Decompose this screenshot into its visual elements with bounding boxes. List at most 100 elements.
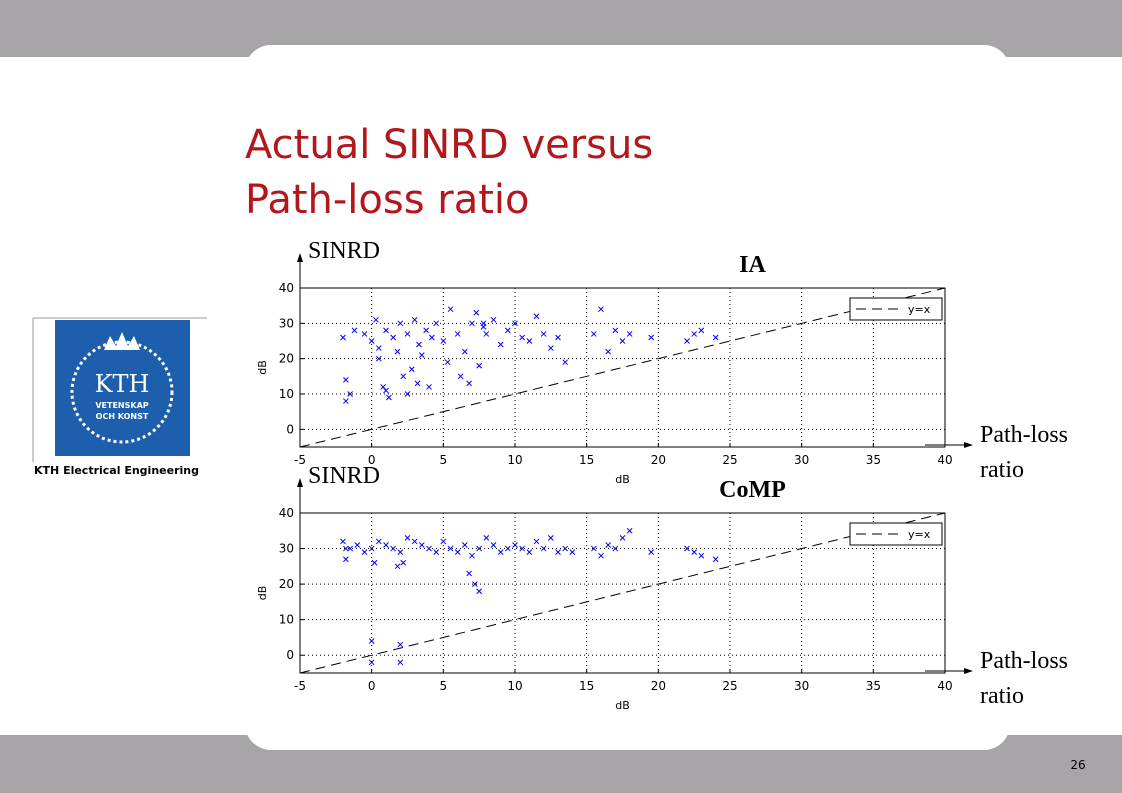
y-tick-label: 40 [279,506,294,520]
x-arrow-label: ratio [980,683,1024,709]
x-tick-label: 5 [440,453,448,467]
x-tick-label: -5 [294,453,306,467]
scatter-point [373,316,379,323]
x-tick-label: 5 [440,679,448,693]
scatter-point [375,538,382,545]
scatter-point [469,552,475,559]
scatter-point [343,545,349,552]
scatter-point [343,377,349,383]
x-tick-label: 40 [937,679,952,693]
y-axis-label: dB [256,586,269,601]
scatter-point [483,535,490,541]
scatter-point [394,563,401,570]
scatter-point [712,556,719,563]
slide-title: Path-loss ratio [245,177,530,223]
scatter-point [612,545,619,552]
scatter-point [461,542,468,548]
x-tick-label: 35 [866,679,881,693]
y-tick-label: 10 [279,613,294,627]
scatter-point [397,320,404,327]
scatter-point [547,345,554,351]
arrow-head [297,253,303,262]
x-tick-label: 0 [368,679,376,693]
y-tick-label: 0 [286,648,294,662]
scatter-point [519,334,526,341]
scatter-point [533,313,540,320]
scatter-point [497,341,504,348]
scatter-point [698,552,705,559]
scatter-point [433,320,440,327]
scatter-point [397,659,404,666]
scatter-point [626,527,633,534]
scatter-point [648,334,655,341]
y-arrow-label: SINRD [308,238,380,264]
x-tick-label: 30 [794,453,809,467]
x-tick-label: 35 [866,453,881,467]
scatter-point [368,545,375,552]
scatter-point [469,320,475,327]
x-tick-label: 0 [368,453,376,467]
scatter-point [433,549,440,555]
scatter-point [476,588,483,595]
scatter-point [394,348,401,355]
x-axis-label: dB [615,473,630,486]
scatter-point [400,559,407,566]
scatter-point [526,549,533,555]
scatter-point [490,316,497,323]
scatter-point [397,549,404,555]
x-tick-label: 20 [651,679,666,693]
scatter-point [519,545,526,552]
scatter-point [590,331,597,337]
y-tick-label: 20 [279,352,294,366]
scatter-point [684,338,690,344]
legend-label: y=x [908,303,931,316]
scatter-point [605,348,612,355]
scatter-point [533,538,540,545]
arrow-head [297,478,303,487]
scatter-point [555,334,561,341]
scatter-point [598,552,604,559]
scatter-point [390,334,397,341]
scatter-point [684,545,690,552]
scatter-point [483,331,490,337]
scatter-point [404,535,411,541]
x-axis-label: dB [615,699,630,712]
scatter-point [598,306,604,313]
scatter-point [368,638,375,644]
scatter-point [454,331,461,337]
scatter-point [440,538,447,545]
scatter-point [343,398,349,404]
reference-line [300,513,945,673]
x-tick-label: 30 [794,679,809,693]
x-tick-label: 15 [579,679,594,693]
scatter-point [347,391,354,397]
chart-title: IA [739,252,766,278]
scatter-point [383,387,389,394]
scatter-point [590,545,597,552]
scatter-point [512,320,518,327]
x-tick-label: 10 [507,453,522,467]
scatter-point [340,538,346,545]
slide-title: Actual SINRD versus [245,122,653,168]
y-tick-label: 30 [279,542,294,556]
logo-caption: KTH Electrical Engineering [34,464,199,477]
scatter-point [562,359,569,366]
scatter-point [351,327,358,334]
scatter-point [440,338,447,344]
x-tick-label: 20 [651,453,666,467]
legend-label: y=x [908,528,931,541]
reference-line [300,288,945,447]
y-tick-label: 40 [279,281,294,295]
plot: -5 0 5 10 15 20 25 30 35 40 0 10 20 30 40 dB dB y=x [256,506,953,712]
plot: -5 0 5 10 15 20 25 30 35 40 0 10 20 30 40 dB dB y=x [256,281,953,486]
scatter-point [444,359,451,366]
scatter-point [408,366,415,373]
scatter-point [390,545,397,552]
scatter-point [512,542,518,548]
logo-name: KTH [95,370,150,398]
scatter-point [569,549,576,555]
x-tick-label: -5 [294,679,306,693]
x-arrow-label: Path-loss [980,648,1068,674]
scatter-point [371,559,378,566]
